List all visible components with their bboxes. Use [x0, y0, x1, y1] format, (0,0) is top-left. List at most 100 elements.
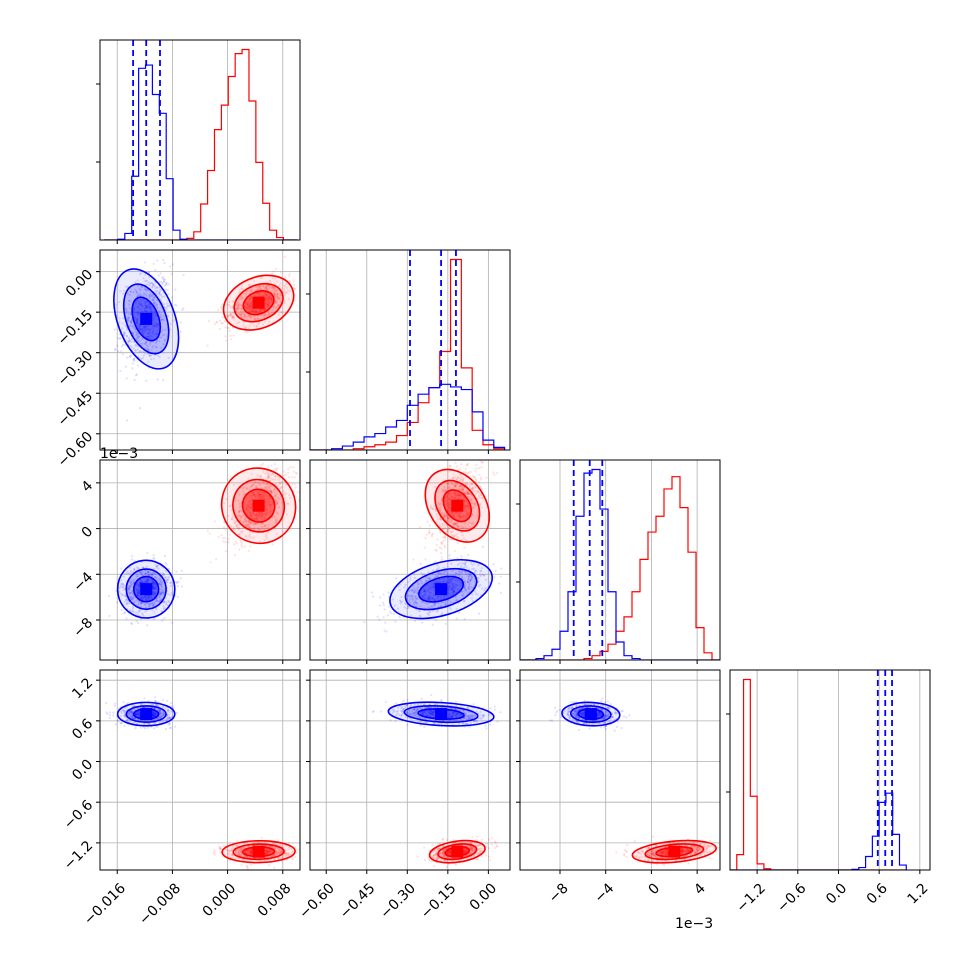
sample-point — [274, 475, 277, 478]
sample-point — [252, 491, 255, 494]
sample-point — [452, 590, 455, 593]
y-tick-label: 4 — [79, 478, 97, 496]
sample-point — [250, 296, 253, 299]
sample-point — [466, 580, 469, 584]
sample-point — [245, 307, 248, 310]
sample-point — [260, 523, 263, 526]
sample-point — [272, 289, 276, 292]
sample-point — [152, 604, 155, 607]
sample-point — [118, 590, 121, 593]
sample-point — [163, 319, 166, 322]
sample-point — [159, 598, 162, 601]
sample-point — [392, 612, 396, 615]
sample-point — [136, 593, 139, 596]
sample-point — [151, 580, 154, 583]
sample-point — [157, 292, 161, 295]
sample-point — [143, 572, 147, 576]
sample-point — [253, 315, 256, 318]
sample-point — [136, 311, 139, 314]
sample-point — [267, 310, 270, 313]
sample-point — [439, 531, 442, 534]
sample-point — [148, 305, 151, 308]
sample-point — [244, 519, 248, 523]
sample-point — [416, 597, 419, 600]
sample-point — [156, 259, 159, 262]
sample-point — [279, 300, 282, 303]
sample-point — [260, 515, 264, 518]
sample-point — [247, 500, 250, 503]
sample-point — [235, 322, 238, 325]
sample-point — [277, 303, 280, 307]
sample-point — [130, 354, 133, 357]
sample-point — [235, 542, 239, 545]
sample-point — [162, 259, 165, 262]
sample-point — [273, 293, 276, 296]
sample-point — [265, 285, 268, 289]
sample-point — [271, 308, 275, 311]
sample-point — [455, 617, 458, 620]
sample-point — [441, 571, 444, 574]
sample-point — [125, 599, 128, 602]
sample-point — [265, 293, 268, 297]
sample-point — [250, 316, 253, 319]
sample-point — [247, 506, 250, 509]
sample-point — [159, 583, 162, 586]
sample-point — [165, 570, 168, 573]
sample-point — [160, 610, 164, 613]
sample-point — [488, 581, 491, 584]
sample-point — [282, 493, 285, 496]
sample-point — [268, 313, 271, 316]
sample-point — [275, 300, 279, 303]
sample-point — [421, 621, 424, 624]
sample-point — [460, 555, 463, 558]
sample-point — [118, 321, 121, 324]
sample-point — [257, 317, 260, 320]
sample-point — [254, 496, 258, 499]
sample-point — [264, 291, 267, 294]
sample-point — [153, 611, 156, 614]
sample-point — [245, 317, 248, 320]
sample-point — [135, 566, 138, 569]
sample-point — [151, 581, 154, 584]
sample-point — [134, 374, 138, 377]
sample-point — [253, 494, 256, 497]
panel-0-0 — [96, 39, 301, 244]
sample-point — [144, 594, 147, 598]
sample-point — [467, 553, 470, 557]
sample-point — [142, 332, 145, 335]
sample-point — [160, 336, 163, 339]
sample-point — [145, 580, 149, 583]
sample-point — [138, 600, 141, 604]
sample-point — [450, 562, 453, 565]
sample-point — [128, 300, 131, 303]
sample-point — [127, 316, 130, 319]
sample-point — [140, 572, 143, 576]
sample-point — [248, 512, 251, 515]
sample-point — [245, 520, 248, 524]
sample-point — [433, 587, 436, 590]
sample-point — [418, 582, 421, 585]
sample-point — [158, 590, 162, 594]
sample-point — [134, 330, 137, 333]
sample-point — [474, 470, 477, 473]
sample-point — [144, 288, 147, 291]
sample-point — [149, 343, 152, 346]
sample-point — [433, 598, 436, 601]
sample-point — [128, 592, 132, 595]
sample-point — [132, 579, 135, 582]
sample-point — [277, 298, 281, 301]
sample-point — [286, 502, 289, 505]
sample-point — [148, 329, 152, 332]
sample-point — [153, 320, 157, 323]
sample-point — [471, 593, 474, 596]
sample-point — [293, 490, 296, 493]
sample-point — [152, 586, 155, 589]
sample-point — [155, 286, 158, 289]
sample-point — [284, 473, 288, 476]
sample-point — [233, 318, 236, 321]
sample-point — [232, 314, 235, 318]
sample-point — [157, 274, 160, 277]
sample-point — [259, 288, 262, 291]
sample-point — [264, 472, 267, 475]
sample-point — [144, 273, 147, 276]
